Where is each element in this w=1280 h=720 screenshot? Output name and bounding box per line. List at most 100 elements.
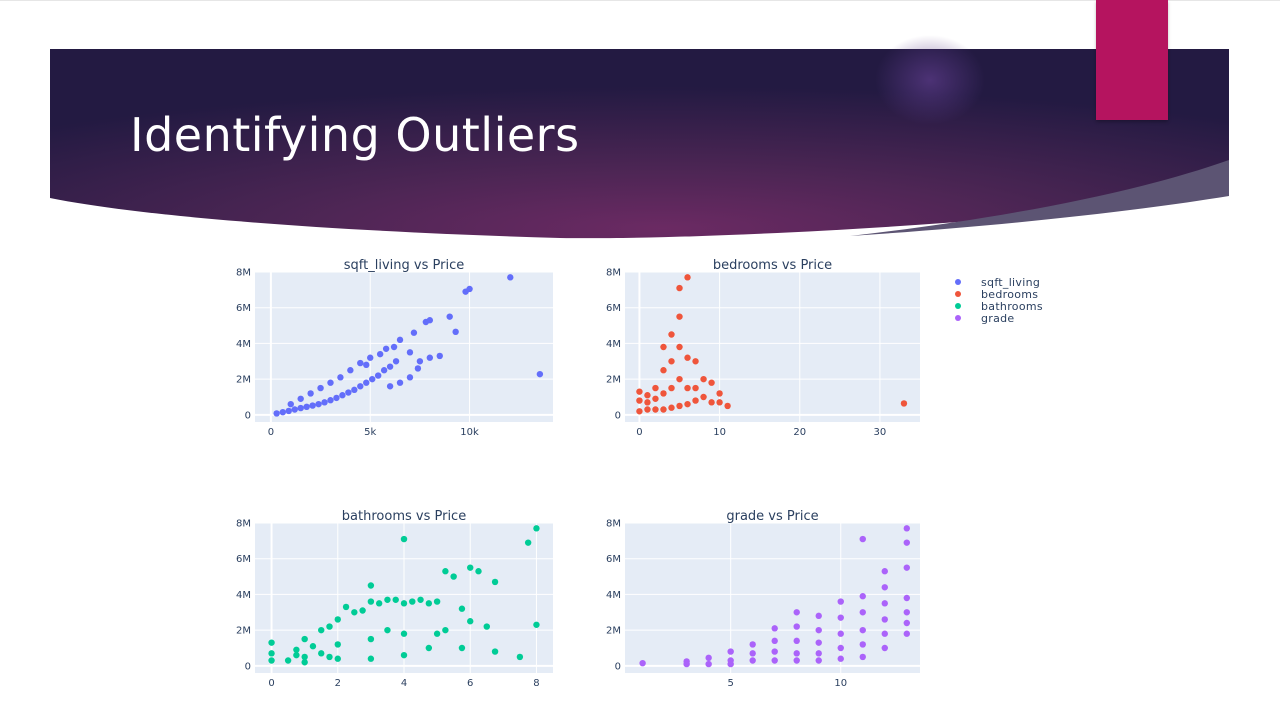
data-point [400, 651, 408, 659]
data-point [367, 354, 374, 361]
data-point [516, 653, 524, 661]
data-point [676, 375, 683, 383]
data-point [903, 594, 910, 602]
data-point [301, 635, 308, 643]
legend-item-bathrooms[interactable]: bathrooms [952, 300, 1043, 313]
data-point [692, 397, 699, 404]
data-point [881, 584, 888, 591]
data-point [458, 605, 466, 612]
y-tick-label: 2M [236, 626, 251, 637]
data-point [684, 274, 691, 281]
data-point [357, 383, 364, 390]
data-point [636, 388, 643, 395]
x-tick-label: 5 [727, 678, 733, 689]
data-point [536, 370, 544, 378]
banner-swoosh [850, 160, 1229, 236]
data-point [433, 630, 441, 637]
data-point [406, 349, 414, 356]
x-tick-label: 4 [401, 678, 407, 689]
y-tick-label: 2M [606, 626, 621, 637]
data-point [307, 390, 314, 397]
data-point [351, 386, 358, 394]
data-point [285, 407, 292, 415]
data-point [524, 539, 532, 546]
y-tick-label: 0 [245, 410, 251, 421]
y-tick-label: 2M [606, 375, 621, 386]
y-tick-label: 6M [236, 303, 251, 314]
data-point [837, 644, 844, 652]
data-point [815, 650, 822, 657]
data-point [433, 598, 441, 605]
y-tick-label: 2M [236, 375, 251, 386]
subplot-bathrooms: 0 2 4 6 8 0 2M 4M 6M 8M bathrooms vs Price [236, 509, 553, 689]
data-point [327, 379, 334, 386]
y-tick-label: 0 [615, 661, 621, 672]
x-tick-label: 0 [636, 427, 642, 438]
data-point [293, 646, 300, 653]
title-banner [50, 35, 1229, 239]
data-point [684, 354, 691, 361]
data-point [293, 651, 300, 659]
data-point [716, 399, 723, 406]
data-point [676, 313, 683, 320]
legend-label: sqft_living [981, 275, 1041, 289]
subplot-bedrooms: 0 10 20 30 0 2M 4M 6M 8M bedrooms vs Price [606, 258, 920, 438]
data-point [716, 390, 723, 397]
data-point [903, 619, 910, 627]
data-point [692, 384, 699, 392]
data-point [367, 635, 375, 643]
y-tick-label: 6M [606, 303, 621, 314]
data-point [452, 328, 459, 336]
legend-marker [955, 303, 961, 309]
data-point [668, 404, 675, 411]
data-point [382, 345, 390, 352]
data-point [793, 623, 800, 630]
x-tick-label: 0 [268, 427, 274, 438]
data-point [384, 626, 391, 634]
data-point [318, 650, 325, 657]
legend-item-grade[interactable]: grade [952, 311, 1043, 325]
data-point [318, 626, 325, 634]
data-point [533, 621, 540, 628]
data-point [339, 392, 346, 399]
subplot-title: bathrooms vs Price [342, 509, 466, 524]
data-point [533, 525, 540, 532]
data-point [660, 367, 667, 374]
legend-label: grade [981, 311, 1015, 325]
data-point [334, 616, 341, 623]
data-point [705, 654, 712, 662]
data-point [771, 637, 778, 645]
data-point [309, 402, 316, 409]
data-point [900, 400, 908, 407]
x-tick-label: 10 [713, 427, 726, 438]
y-tick-label: 4M [606, 339, 621, 350]
legend-marker [955, 291, 961, 297]
legend-item-sqft-living[interactable]: sqft_living [952, 275, 1043, 289]
data-point [416, 358, 424, 365]
data-point [284, 657, 292, 664]
slide-title: Identifying Outliers [130, 108, 580, 162]
x-tick-label: 0 [268, 678, 274, 689]
data-point [724, 402, 731, 410]
data-point [425, 644, 433, 652]
data-point [406, 374, 414, 381]
data-point [727, 648, 734, 655]
data-point [793, 609, 800, 616]
data-point [708, 399, 715, 406]
data-point [374, 372, 382, 379]
data-point [347, 367, 354, 374]
legend-item-bedrooms[interactable]: bedrooms [952, 288, 1043, 301]
plot-area [625, 523, 920, 673]
data-point [291, 406, 298, 413]
y-tick-label: 4M [236, 590, 251, 601]
data-point [859, 609, 866, 616]
data-point [466, 285, 473, 293]
subplot-title: bedrooms vs Price [713, 258, 832, 273]
data-point [345, 389, 352, 396]
data-point [881, 630, 888, 637]
data-point [881, 600, 888, 607]
data-point [326, 653, 333, 661]
data-point [676, 343, 683, 351]
data-point [644, 406, 651, 413]
